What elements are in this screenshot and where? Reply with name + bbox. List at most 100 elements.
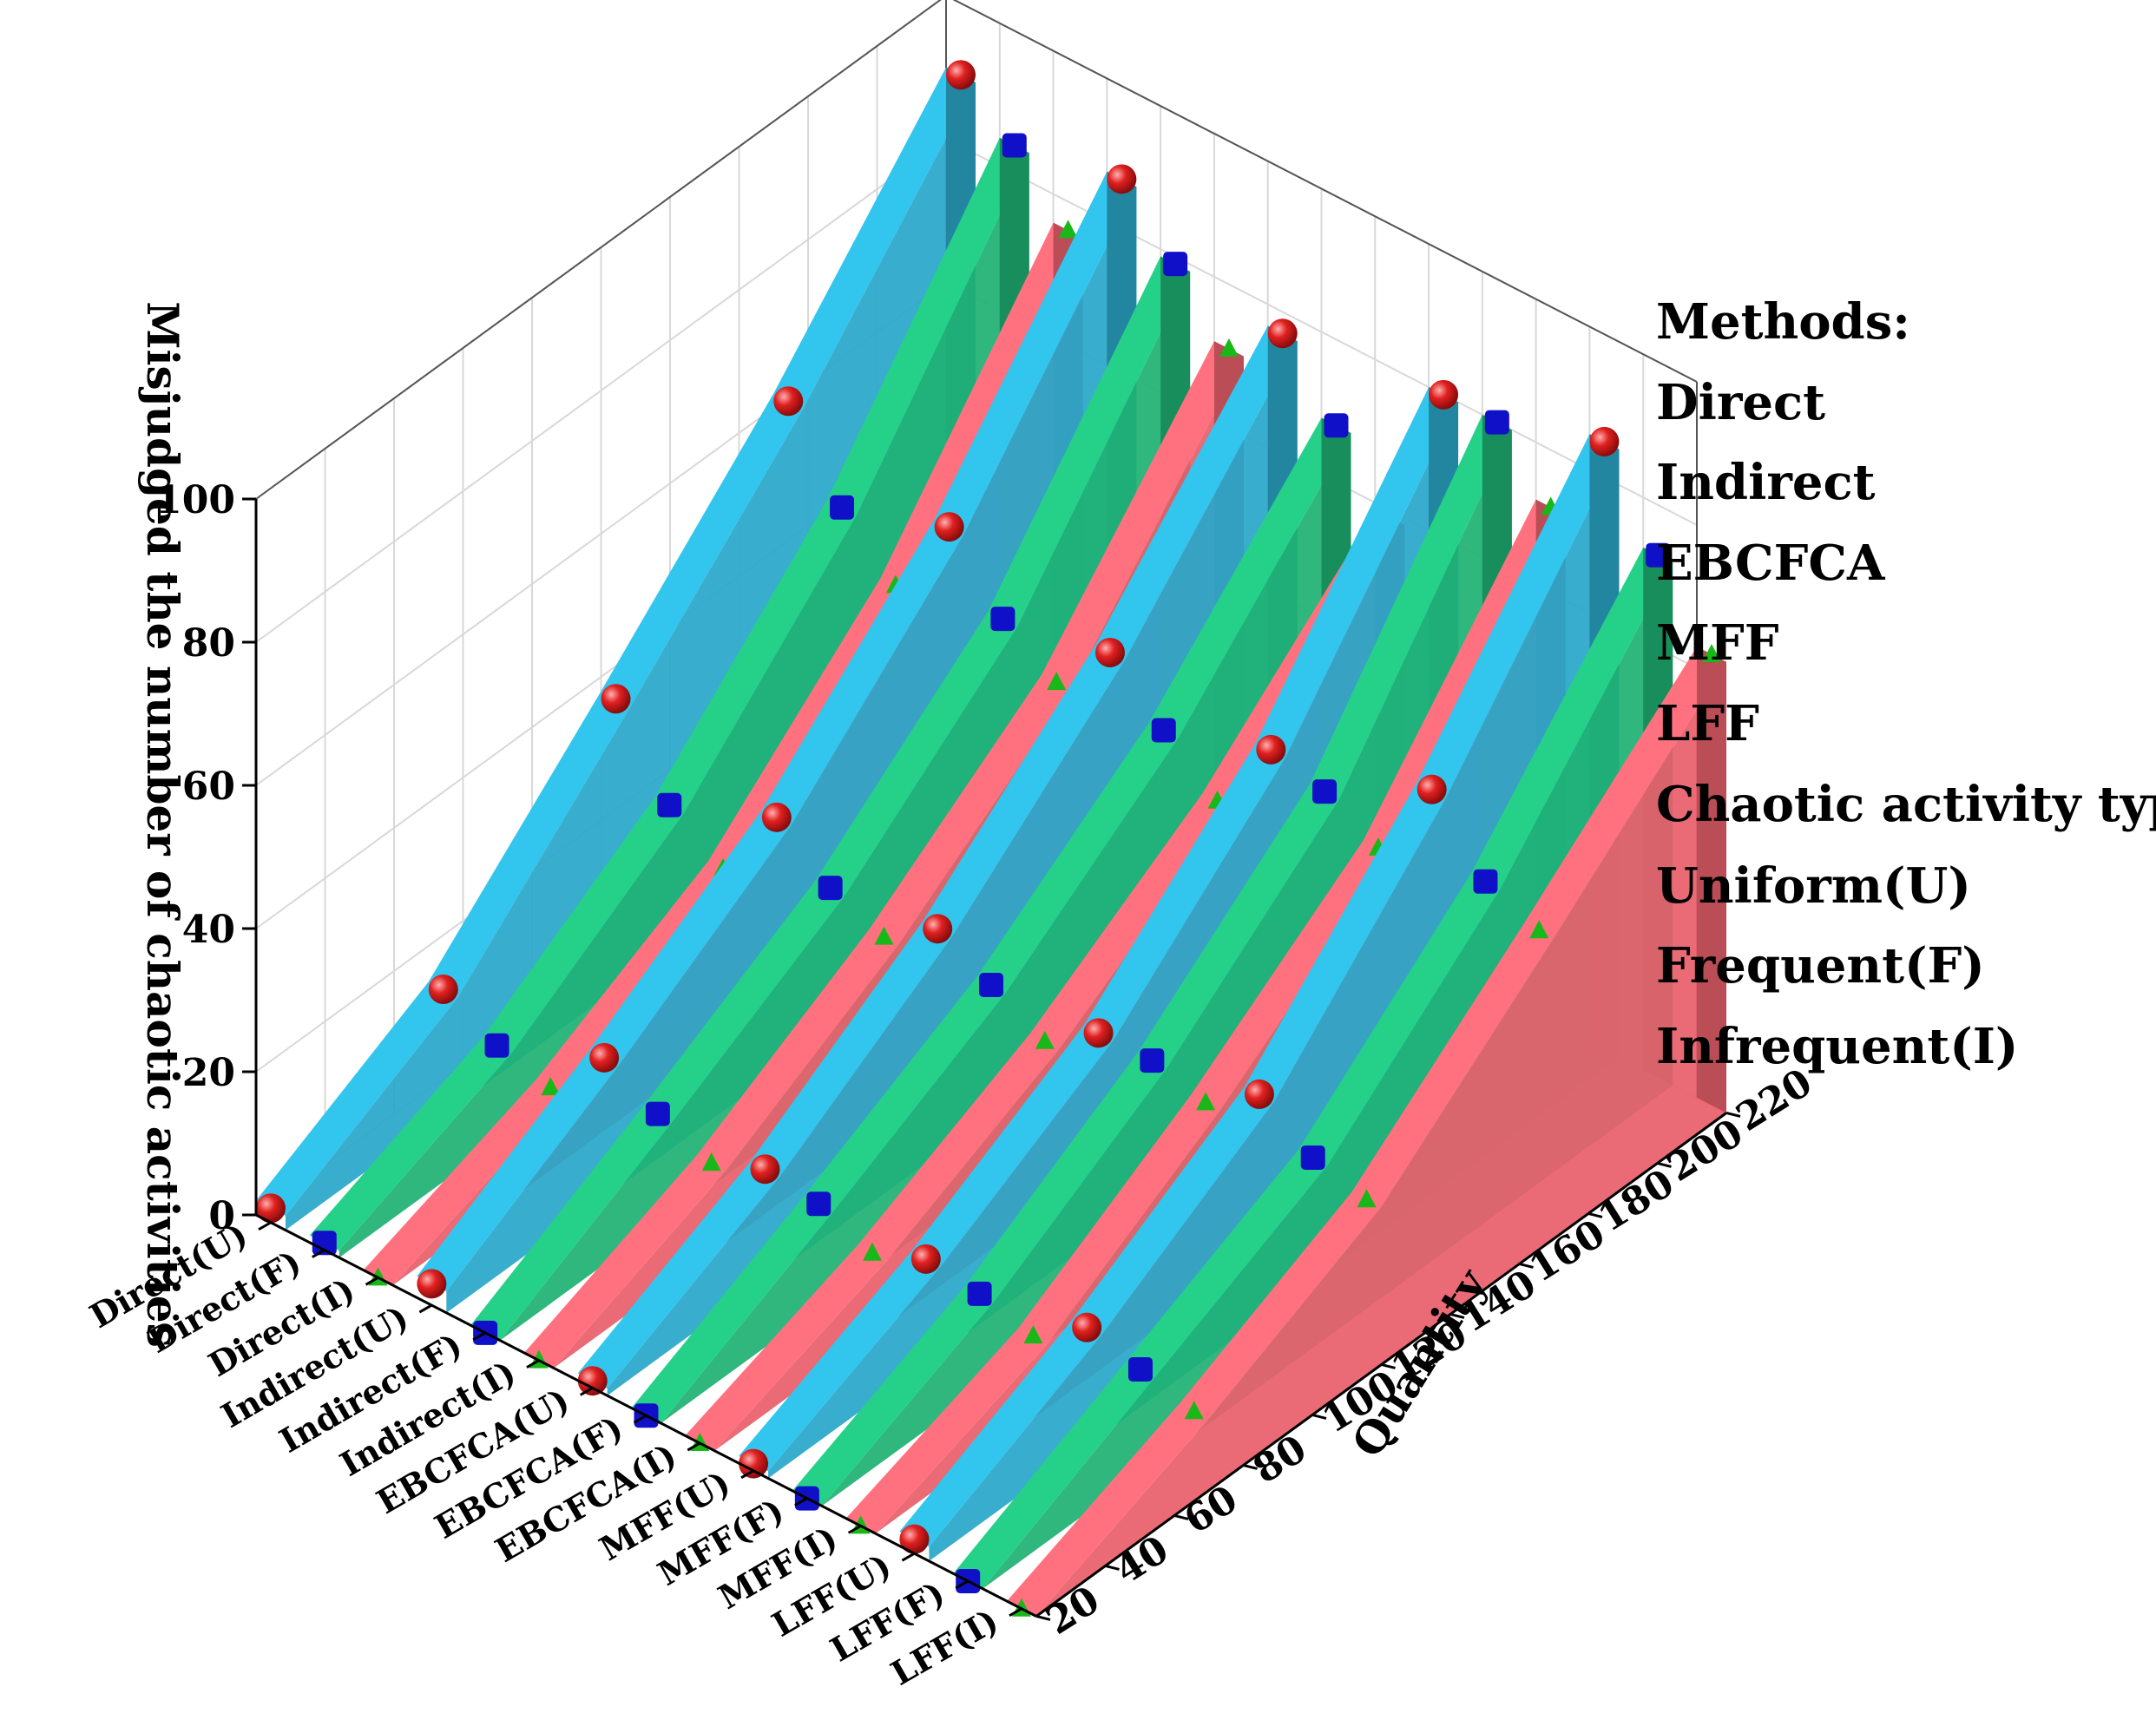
legend-type-uniform: Uniform(U) [1656,857,1971,915]
legend-method-indirect: Indirect [1656,454,1876,511]
z-tick [1173,1514,1189,1520]
legend-method-mff: MFF [1656,614,1779,672]
z-tick [1449,1313,1465,1319]
point-marker [577,1366,608,1396]
point-marker [1701,643,1721,662]
category-tick [258,1221,272,1231]
data-walls [255,60,1726,1617]
point-marker [541,1077,561,1096]
point-marker [1244,1079,1274,1109]
category-tick [472,1331,486,1342]
wall-top [845,1328,1048,1534]
point-marker [589,1042,620,1073]
point-marker [1083,1018,1114,1048]
point-marker [1312,779,1338,804]
point-marker [1107,164,1137,194]
y-axis-title: Misjudged the number of chaotic activiti… [137,301,188,1348]
category-tick [365,1277,379,1286]
z-tick [1657,1162,1672,1168]
point-marker [990,607,1016,632]
point-marker [1429,379,1459,410]
point-marker [312,1231,337,1256]
wall-top [523,1155,726,1369]
wall-top [589,810,792,1066]
wall-top [577,1161,780,1388]
point-marker [1163,252,1188,277]
wall-top [256,981,458,1216]
category-tick [794,1497,808,1507]
point-marker [1417,774,1447,804]
wall-top [1310,414,1512,799]
wall-top [953,1362,1155,1589]
wall-top [815,611,1018,896]
point-marker [863,1242,883,1261]
legend-type-frequent: Frequent(F) [1656,937,1985,995]
y-tick-label: 80 [182,621,235,666]
y-tick-label: 0 [208,1194,235,1238]
category-tick [740,1469,754,1480]
point-marker [761,802,792,832]
point-marker [1035,1030,1055,1049]
legend-method-direct: Direct [1656,374,1825,431]
wall-top [988,256,1191,627]
point-marker [1072,1312,1102,1342]
point-marker [967,1281,992,1306]
legend-method-ebcfca: EBCFCA [1656,535,1886,592]
legend-method-lff: LFF [1656,695,1759,752]
y-tick-label: 60 [182,765,235,809]
wall-top [1094,325,1298,660]
point-marker [830,495,855,520]
point-marker [1219,338,1239,357]
point-marker [484,1033,509,1058]
wall-top [482,798,685,1054]
wall-top [601,393,804,706]
wall-top [1244,781,1447,1102]
wall-top [1083,742,1286,1041]
wall-top [631,1196,834,1423]
category-tick [526,1359,540,1369]
wall-top [1351,922,1555,1207]
legend-types-title: Chaotic activity type: [1656,776,2156,833]
wall-top [761,519,964,825]
y-tick-label: 20 [182,1051,235,1095]
wall-top [654,500,858,813]
frame-edge [255,0,942,500]
category-tick [633,1414,647,1424]
wall-top [869,674,1072,945]
wall-face [1035,661,1726,1617]
point-marker [701,1152,721,1172]
wall-top [1042,341,1244,690]
wall-top [1007,1403,1209,1617]
category-tick [312,1249,325,1258]
point-marker [1140,1048,1165,1073]
wall-top [470,1106,673,1341]
wall-top [696,929,899,1171]
z-tick [1243,1464,1258,1470]
legend-methods-title: Methods: [1656,293,1910,351]
wall-top [1470,547,1673,889]
wall-top [910,1025,1114,1267]
point-marker [923,914,953,944]
point-marker [934,512,964,542]
z-tick [1587,1212,1603,1218]
point-marker [806,1191,832,1217]
wall-top [750,921,953,1177]
wall-top [685,1245,888,1451]
wall-top [1256,387,1459,758]
point-marker [1484,410,1509,435]
point-marker [255,1193,286,1224]
z-tick [1381,1363,1396,1369]
category-tick [687,1441,701,1452]
point-marker [1151,718,1176,743]
z-tick [1519,1263,1534,1269]
wall-lff-i- [1007,643,1726,1617]
wall-top [1072,1086,1274,1336]
point-marker [1196,1092,1216,1111]
wall-top [739,1251,941,1472]
point-marker [1002,133,1027,158]
wall-top [858,1034,1060,1261]
category-tick [901,1552,916,1562]
point-marker [899,1524,930,1554]
point-marker [773,386,804,417]
